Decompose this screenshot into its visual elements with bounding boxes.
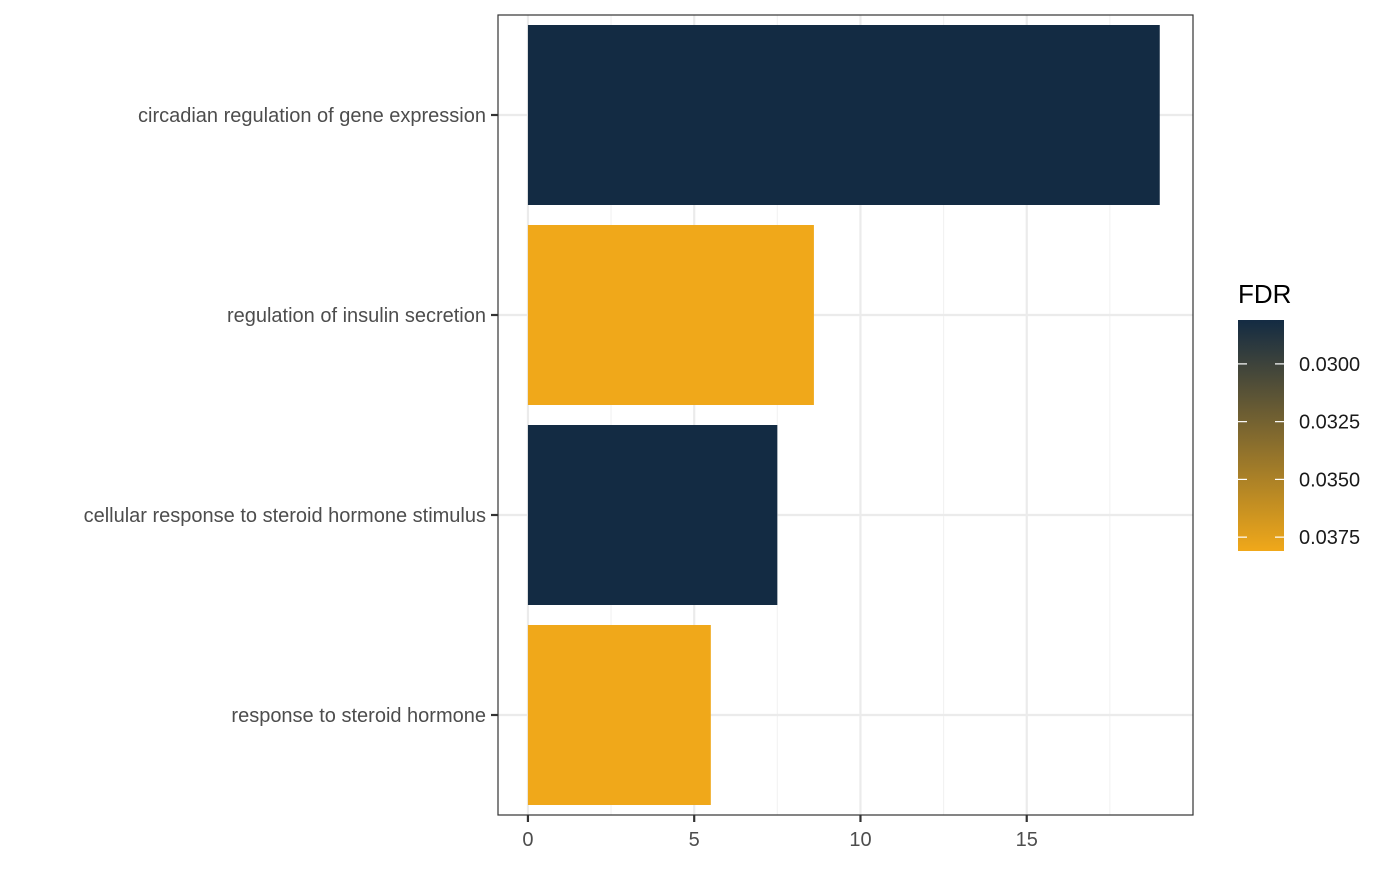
panel-border — [497, 14, 1194, 816]
bar-2 — [527, 225, 814, 405]
y-tick-label: regulation of insulin secretion — [227, 305, 486, 327]
y-axis: circadian regulation of gene expression r… — [84, 105, 498, 727]
y-tick-label: response to steroid hormone — [231, 705, 486, 727]
legend-colorbar — [1238, 320, 1284, 551]
legend-tick-label: 0.0350 — [1299, 469, 1360, 491]
x-tick-label: 10 — [849, 829, 871, 851]
bar-4 — [527, 625, 711, 805]
legend-ticks: 0.0300 0.0325 0.0350 0.0375 — [1238, 354, 1360, 549]
bar-1 — [527, 25, 1160, 205]
x-tick-label: 15 — [1016, 829, 1038, 851]
y-tick-label: circadian regulation of gene expression — [138, 105, 486, 127]
legend: FDR 0.0300 0.0325 0.0350 0.0375 — [1238, 279, 1360, 551]
legend-tick-label: 0.0325 — [1299, 412, 1360, 434]
x-axis: 0 5 10 15 — [522, 815, 1038, 851]
legend-tick-label: 0.0375 — [1299, 527, 1360, 549]
bars — [527, 25, 1160, 805]
y-tick-label: cellular response to steroid hormone sti… — [84, 505, 486, 527]
legend-title: FDR — [1238, 279, 1291, 309]
x-tick-label: 5 — [689, 829, 700, 851]
legend-tick-label: 0.0300 — [1299, 354, 1360, 376]
x-tick-label: 0 — [522, 829, 533, 851]
bar-3 — [527, 425, 778, 605]
